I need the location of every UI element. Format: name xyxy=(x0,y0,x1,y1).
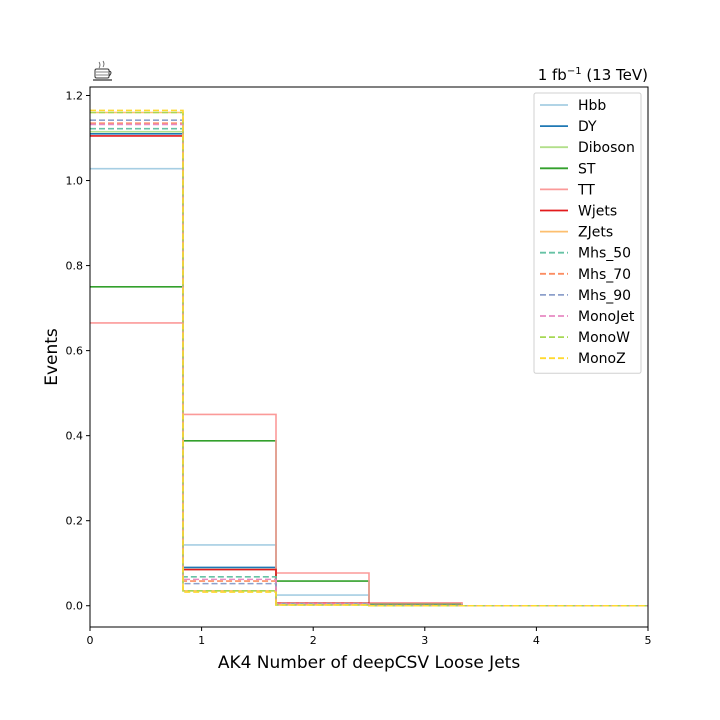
x-tick-label: 0 xyxy=(87,634,94,647)
x-axis: 0 1 2 3 4 5 xyxy=(87,627,652,647)
y-tick-label: 0.2 xyxy=(66,515,84,528)
y-axis: 0.0 0.2 0.4 0.6 0.8 1.0 1.2 xyxy=(66,90,90,613)
y-tick-label: 1.2 xyxy=(66,90,84,103)
plot-frame xyxy=(89,86,649,628)
legend-label: ZJets xyxy=(578,225,613,241)
legend-label: Mhs_70 xyxy=(578,267,631,283)
legend-label: TT xyxy=(577,182,595,198)
x-tick-label: 2 xyxy=(310,634,317,647)
x-tick-label: 3 xyxy=(421,634,428,647)
legend-label: MonoJet xyxy=(578,309,635,325)
coffee-cup-icon xyxy=(93,60,112,81)
lumi-energy: (13 TeV) xyxy=(582,66,648,84)
legend-label: DY xyxy=(578,119,597,135)
luminosity-label: 1 fb−1 (13 TeV) xyxy=(538,66,648,84)
series-layer xyxy=(90,109,648,607)
series-line-monoz xyxy=(90,109,648,607)
legend-label: MonoW xyxy=(578,330,630,346)
legend-label: Diboson xyxy=(578,140,635,156)
legend-box xyxy=(533,92,642,374)
legend-label: Wjets xyxy=(578,204,617,220)
x-axis-label: AK4 Number of deepCSV Loose Jets xyxy=(218,653,521,673)
lumi-value: 1 fb xyxy=(538,66,567,84)
legend-label: Mhs_90 xyxy=(578,288,631,304)
x-tick-label: 5 xyxy=(645,634,652,647)
x-tick-label: 4 xyxy=(533,634,540,647)
legend: Hbb DY Diboson ST TT Wjets ZJets Mhs_50 Mhs_70 Mh… xyxy=(533,92,642,374)
legend-label: Hbb xyxy=(578,98,606,114)
legend-label: Mhs_50 xyxy=(578,246,631,262)
y-tick-label: 0.6 xyxy=(66,345,84,358)
y-tick-label: 0.0 xyxy=(66,600,84,613)
legend-label: MonoZ xyxy=(578,351,626,367)
x-tick-label: 1 xyxy=(198,634,205,647)
y-tick-label: 0.8 xyxy=(66,260,84,273)
legend-label: ST xyxy=(578,161,596,177)
y-tick-label: 1.0 xyxy=(66,175,84,188)
y-tick-label: 0.4 xyxy=(66,430,84,443)
lumi-exponent: −1 xyxy=(567,66,582,77)
y-axis-label: Events xyxy=(42,328,62,386)
